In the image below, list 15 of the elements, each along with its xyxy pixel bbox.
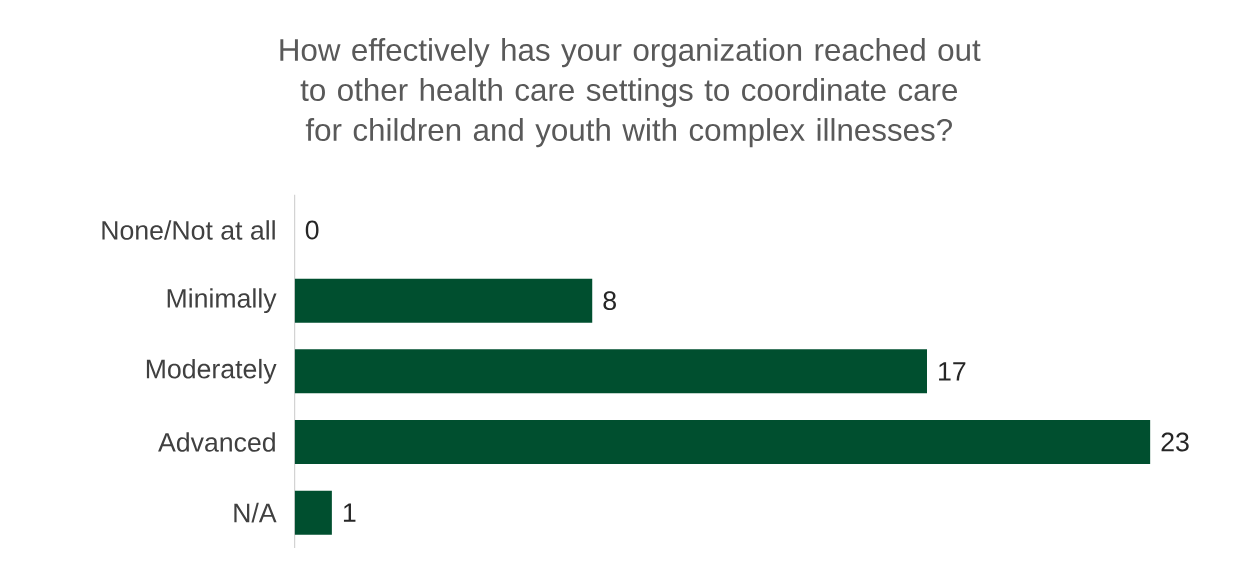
y-tick-label: N/A	[234, 502, 277, 523]
data-label: 23	[1161, 432, 1189, 452]
y-tick-label: Moderately	[146, 358, 277, 384]
bar	[294, 419, 1151, 464]
y-tick-label: Advanced	[158, 432, 275, 452]
bar	[294, 490, 332, 535]
y-tick-label: None/Not at all	[102, 220, 275, 240]
data-label: 8	[603, 291, 616, 311]
bar	[294, 278, 593, 323]
data-label: 0	[305, 220, 319, 240]
y-tick-label: Minimally	[167, 288, 277, 314]
chart-title: How effectively has your organization reached out to other health care settings to coordinate care for children and youth with complex illnesses?	[280, 38, 981, 148]
data-label: 1	[343, 503, 356, 522]
bar	[294, 349, 927, 394]
data-label: 17	[939, 362, 966, 381]
